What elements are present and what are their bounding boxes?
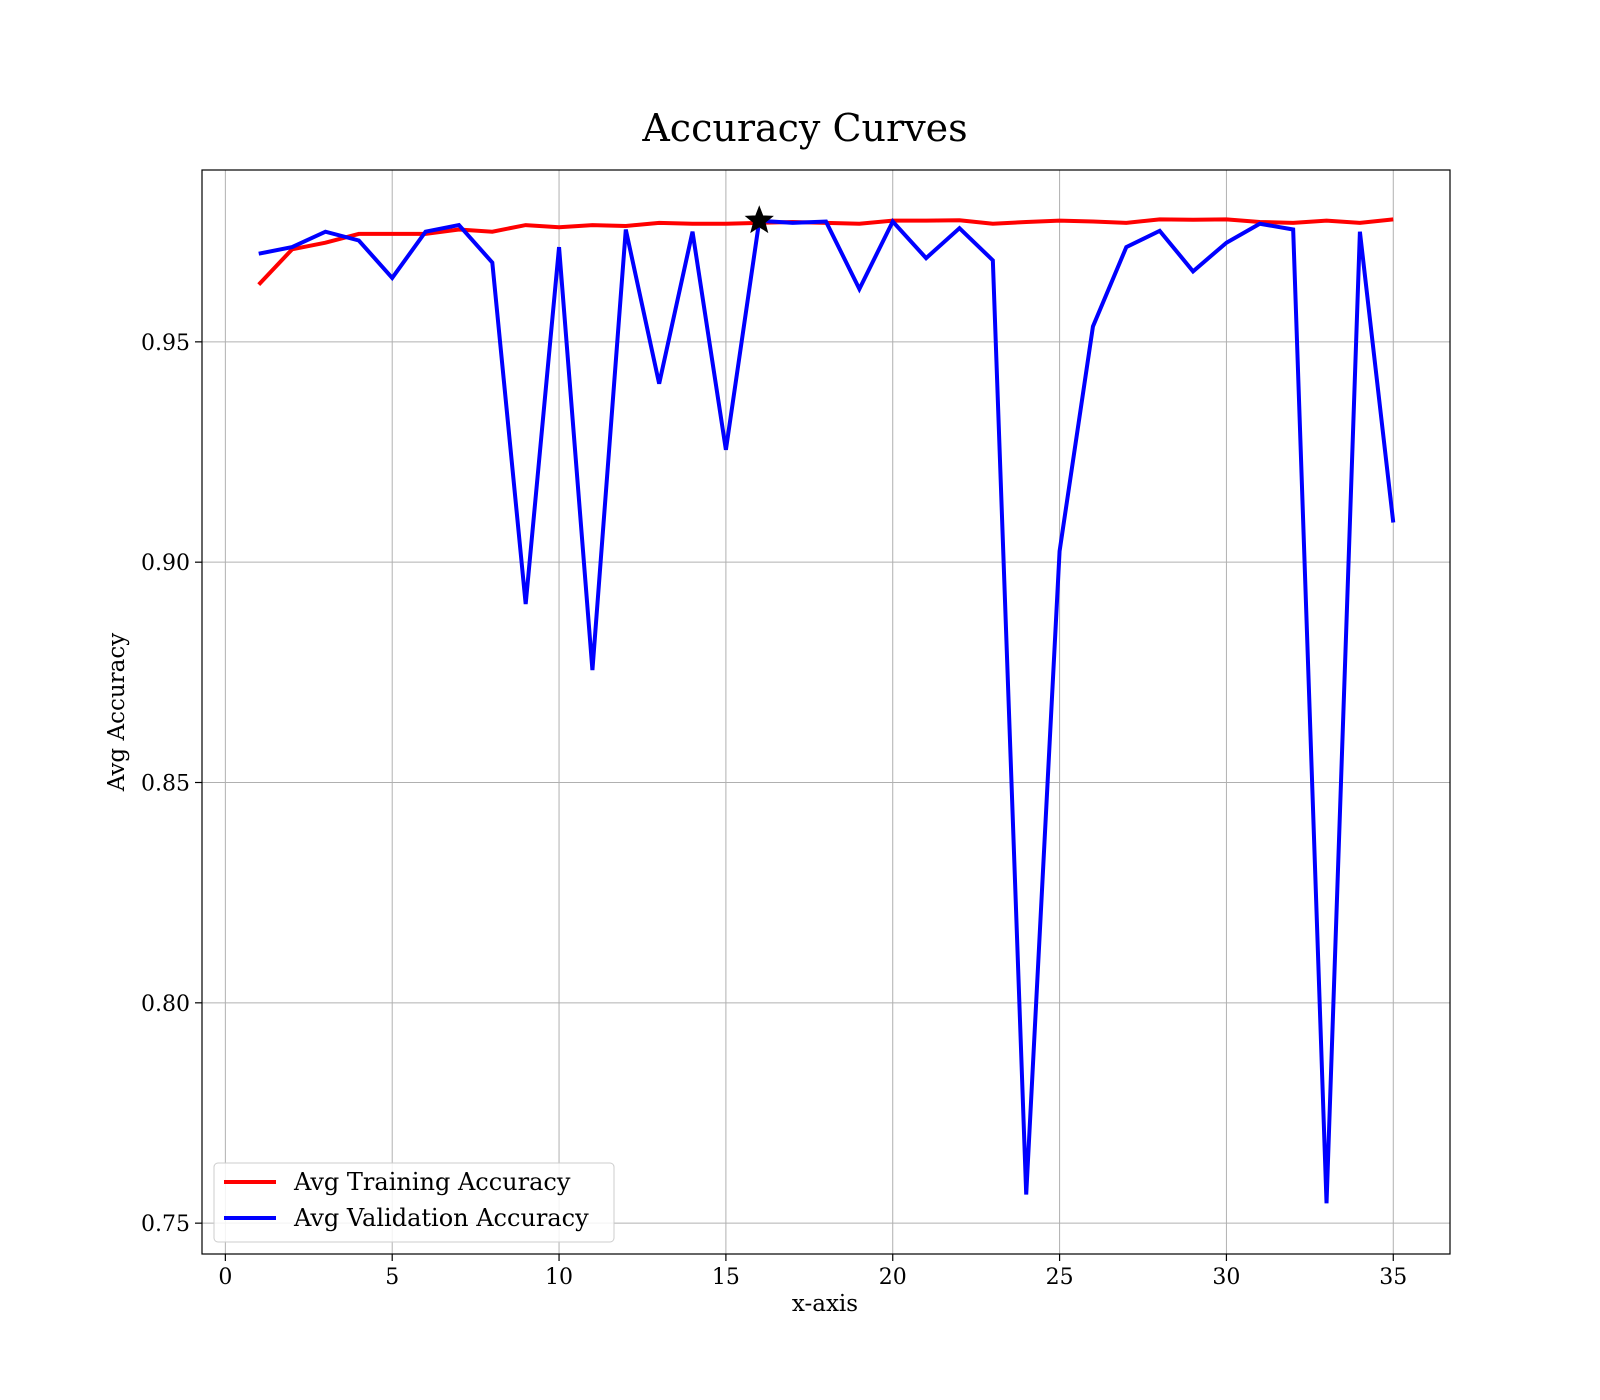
y-axis-label: Avg Accuracy bbox=[104, 633, 130, 792]
y-tick-label: 0.85 bbox=[141, 772, 190, 797]
y-tick-label: 0.90 bbox=[141, 551, 190, 576]
best-epoch-star-marker bbox=[744, 205, 774, 234]
legend: Avg Training Accuracy Avg Validation Acc… bbox=[213, 1162, 615, 1243]
x-tick-label: 20 bbox=[879, 1265, 907, 1290]
x-tick-label: 25 bbox=[1046, 1265, 1074, 1290]
marker-layer bbox=[744, 205, 774, 234]
chart-title: Accuracy Curves bbox=[641, 106, 967, 150]
x-tick-label: 35 bbox=[1379, 1265, 1407, 1290]
plot-frame bbox=[201, 169, 1451, 1255]
x-tick-label: 10 bbox=[545, 1265, 573, 1290]
y-tick-label: 0.95 bbox=[141, 331, 190, 356]
x-tick-label: 5 bbox=[385, 1265, 399, 1290]
x-tick-label: 0 bbox=[218, 1265, 232, 1290]
legend-box bbox=[213, 1162, 615, 1243]
x-ticks: 0 5 10 15 20 25 30 35 bbox=[218, 1254, 1407, 1290]
series-lines bbox=[257, 217, 1396, 1204]
y-ticks: 0.75 0.80 0.85 0.90 0.95 bbox=[141, 331, 202, 1237]
validation-accuracy-line bbox=[258, 218, 1396, 1204]
y-tick-label: 0.75 bbox=[141, 1212, 190, 1237]
x-tick-label: 30 bbox=[1212, 1265, 1240, 1290]
legend-label-training: Avg Training Accuracy bbox=[293, 1168, 571, 1196]
x-tick-label: 15 bbox=[712, 1265, 740, 1290]
legend-label-validation: Avg Validation Accuracy bbox=[293, 1204, 589, 1232]
y-tick-label: 0.80 bbox=[141, 992, 190, 1017]
x-axis-label: x-axis bbox=[792, 1291, 858, 1317]
